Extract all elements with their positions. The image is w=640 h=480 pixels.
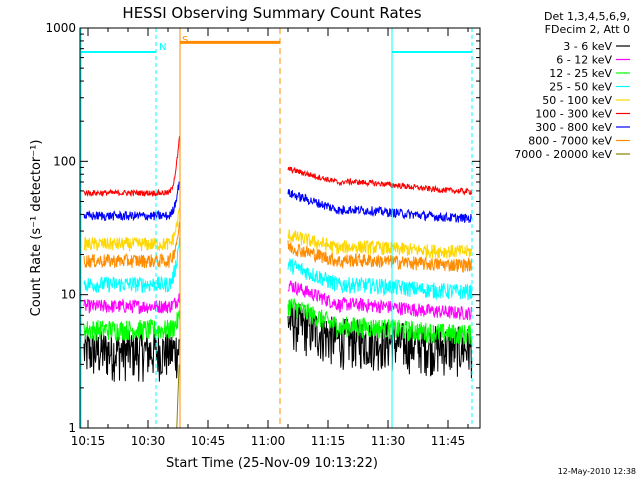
series-line	[83, 310, 180, 342]
series-line	[287, 302, 473, 379]
series-line	[83, 293, 180, 315]
series-line	[287, 280, 473, 321]
legend-header: FDecim 2, Att 0	[545, 23, 630, 36]
y-tick-label: 1000	[45, 21, 76, 35]
legend-header: Det 1,3,4,5,6,9,	[544, 10, 630, 23]
x-tick-label: 10:30	[131, 434, 166, 448]
series-line	[287, 166, 473, 196]
x-axis-label: Start Time (25-Nov-09 10:13:22)	[166, 456, 378, 471]
legend-entry-label: 50 - 100 keV	[542, 94, 612, 107]
series-line	[83, 330, 180, 382]
legend-entry-label: 7000 - 20000 keV	[514, 148, 612, 161]
y-tick-label: 100	[53, 154, 76, 168]
x-tick-label: 10:15	[71, 434, 106, 448]
y-axis-label: Count Rate (s⁻¹ detector⁻¹)	[29, 140, 44, 317]
x-tick-label: 10:45	[191, 434, 226, 448]
legend-entry-label: 800 - 7000 keV	[528, 135, 612, 148]
series-line	[83, 207, 180, 252]
y-tick-label: 10	[61, 288, 76, 302]
x-tick-label: 11:15	[311, 434, 346, 448]
plot-frame	[79, 27, 481, 429]
marker-label-n: N	[159, 42, 166, 53]
legend-entry-label: 25 - 50 keV	[549, 81, 612, 94]
series-line	[176, 364, 180, 428]
x-tick-label: 11:45	[431, 434, 466, 448]
legend-entry-label: 3 - 6 keV	[563, 40, 612, 53]
series-line	[83, 136, 180, 198]
legend-entry-label: 300 - 800 keV	[535, 121, 612, 134]
series-line	[83, 237, 180, 294]
series-line	[287, 258, 473, 301]
series-line	[83, 221, 180, 269]
legend-entry-label: 100 - 300 keV	[535, 108, 612, 121]
x-tick-label: 11:00	[251, 434, 286, 448]
legend-entry-label: 12 - 25 keV	[549, 67, 612, 80]
x-tick-label: 11:30	[371, 434, 406, 448]
series-line	[287, 297, 473, 345]
series-line	[287, 240, 473, 273]
series-line	[287, 189, 472, 223]
series-line	[83, 181, 180, 222]
legend-entry-label: 6 - 12 keV	[556, 54, 612, 67]
y-tick-label: 1	[68, 421, 76, 435]
footer-date: 12-May-2010 12:38	[558, 467, 636, 476]
legend: Det 1,3,4,5,6,9,FDecim 2, Att 0 3 - 6 keV…	[514, 10, 630, 161]
chart-title: HESSI Observing Summary Count Rates	[122, 4, 421, 22]
marker-label-s: S	[182, 35, 188, 46]
series-line	[287, 229, 473, 259]
